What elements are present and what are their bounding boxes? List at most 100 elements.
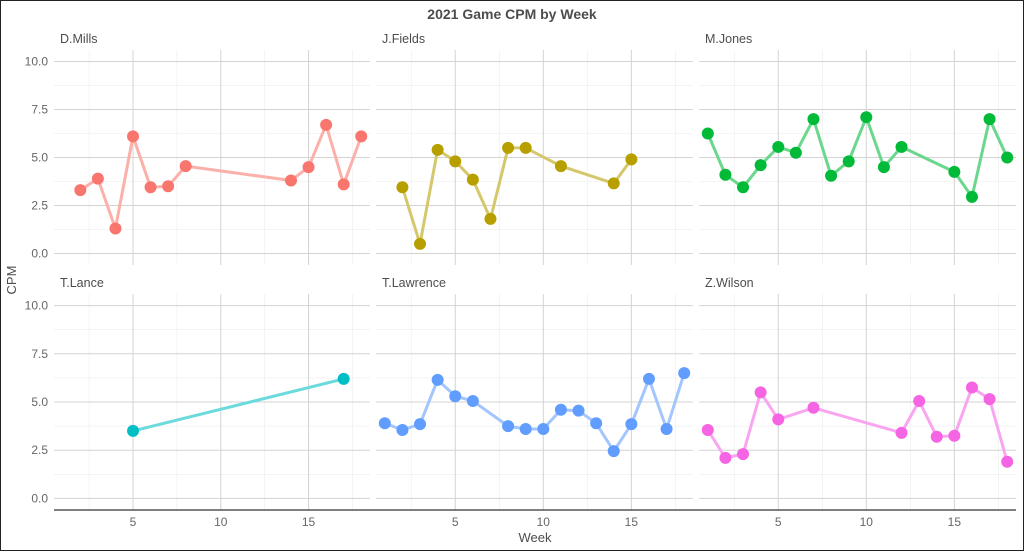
x-tick-label: 10 [537,515,551,529]
y-tick-label: 10.0 [25,55,49,69]
data-point-d-mills [74,184,87,197]
data-point-m-jones [1001,151,1014,164]
data-point-m-jones [719,168,732,181]
series-line-m-jones [706,115,1009,199]
data-point-z-wilson [913,395,926,408]
x-tick-label: 15 [625,515,639,529]
x-axis-label: Week [519,530,552,545]
data-point-j-fields [484,212,497,225]
data-point-m-jones [965,190,978,203]
facet-label-d-mills: D.Mills [60,32,98,46]
data-point-t-lawrence [519,423,532,435]
data-point-t-lance [127,424,139,437]
data-point-d-mills [285,174,297,187]
data-point-z-wilson [895,426,908,439]
y-tick-label: 0.0 [31,246,48,260]
x-tick-label: 10 [214,515,228,529]
chart-title: 2021 Game CPM by Week [427,6,597,22]
data-point-j-fields [625,153,638,166]
data-point-m-jones [877,161,890,174]
data-point-t-lawrence [466,395,479,408]
series-line-d-mills [78,123,363,230]
data-point-d-mills [162,180,175,193]
data-point-z-wilson [948,429,961,442]
y-tick-label: 2.5 [31,198,48,212]
data-point-m-jones [807,113,820,126]
data-point-t-lawrence [502,420,515,433]
data-point-m-jones [842,155,855,168]
facet-label-t-lance: T.Lance [60,276,104,290]
data-point-m-jones [983,113,996,126]
data-point-d-mills [337,178,350,191]
data-point-t-lawrence [396,423,409,436]
data-point-z-wilson [965,381,978,394]
x-tick-label: 15 [948,515,962,529]
series-line-t-lance [131,377,346,433]
facet-label-t-lawrence: T.Lawrence [382,276,446,290]
data-point-t-lawrence [642,372,655,385]
data-point-j-fields [607,177,620,190]
data-point-t-lance [337,372,350,385]
data-point-d-mills [127,130,139,143]
y-tick-label: 0.0 [31,491,48,505]
data-point-d-mills [179,160,192,173]
data-point-z-wilson [719,451,732,464]
y-tick-label: 7.5 [31,103,48,117]
data-point-t-lawrence [607,445,620,458]
data-point-j-fields [414,237,427,250]
data-point-j-fields [431,143,444,156]
data-point-t-lawrence [625,418,638,431]
data-point-d-mills [144,181,157,194]
data-point-d-mills [109,222,122,235]
data-point-t-lawrence [449,390,462,403]
data-point-t-lawrence [660,423,673,435]
data-point-j-fields [396,181,409,194]
data-point-m-jones [754,159,767,172]
data-point-j-fields [502,141,515,154]
x-tick-label: 5 [775,515,782,529]
data-point-m-jones [789,146,802,159]
data-point-j-fields [519,141,532,154]
x-tick-label: 5 [452,515,459,529]
data-point-z-wilson [737,448,750,461]
y-tick-label: 10.0 [25,299,49,313]
data-point-m-jones [895,140,908,153]
data-point-z-wilson [983,393,996,406]
data-point-z-wilson [772,413,785,426]
data-point-t-lawrence [590,417,603,430]
data-point-m-jones [772,140,785,153]
y-axis-label: CPM [4,266,19,295]
data-point-t-lawrence [678,367,691,380]
x-tick-label: 10 [860,515,874,529]
y-tick-label: 7.5 [31,347,48,361]
data-point-z-wilson [1001,455,1014,468]
data-point-t-lawrence [431,373,444,386]
data-point-j-fields [554,160,567,173]
data-point-t-lawrence [414,418,427,431]
data-point-m-jones [737,181,750,194]
data-point-t-lawrence [572,404,585,417]
data-point-m-jones [860,111,873,124]
data-point-d-mills [302,161,315,174]
x-tick-label: 5 [130,515,137,529]
series-line-t-lawrence [383,371,686,453]
data-point-z-wilson [754,386,767,399]
facet-label-z-wilson: Z.Wilson [705,276,754,290]
data-point-j-fields [449,155,462,168]
data-point-m-jones [948,165,961,178]
data-point-d-mills [320,118,333,131]
data-point-d-mills [91,172,104,185]
data-point-j-fields [466,173,479,186]
data-point-m-jones [825,169,838,182]
data-point-z-wilson [701,423,714,436]
y-tick-label: 5.0 [31,395,48,409]
data-point-z-wilson [930,430,943,443]
x-tick-label: 15 [302,515,316,529]
facet-label-j-fields: J.Fields [382,32,425,46]
y-tick-label: 5.0 [31,151,48,165]
data-point-m-jones [701,127,714,140]
y-tick-label: 2.5 [31,443,48,457]
data-point-d-mills [355,130,368,143]
data-point-z-wilson [807,401,820,414]
